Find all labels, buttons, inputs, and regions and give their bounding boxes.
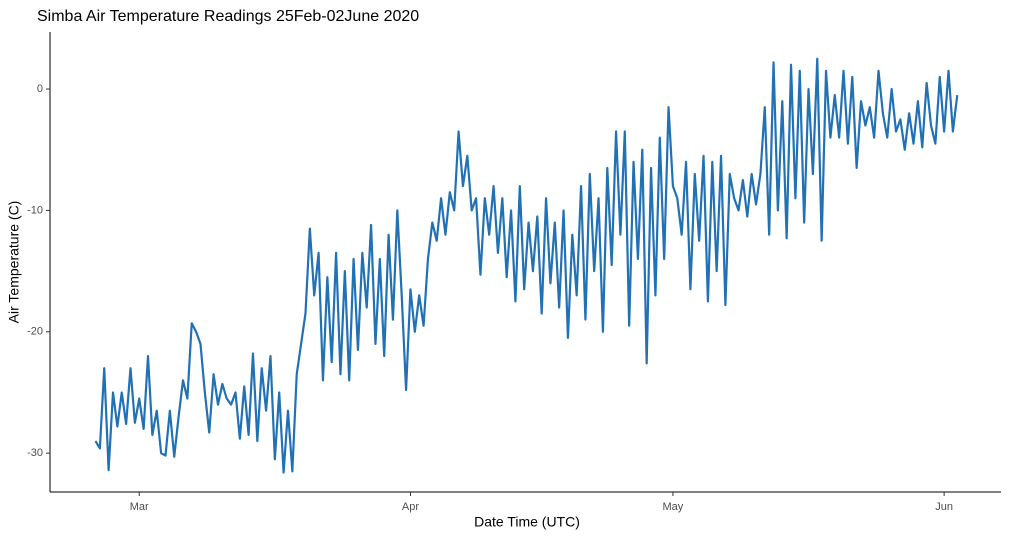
x-tick-label: Mar (130, 501, 149, 513)
data-line (94, 57, 959, 474)
y-axis-label: Air Temperature (C) (6, 201, 22, 324)
x-tick-label: Jun (935, 501, 953, 513)
y-tick-label: -10 (27, 204, 43, 216)
x-tick-label: Apr (402, 501, 419, 513)
chart-title: Simba Air Temperature Readings 25Feb-02J… (37, 8, 419, 25)
y-tick-label: -30 (27, 447, 43, 459)
y-tick-label: -20 (27, 326, 43, 338)
x-axis-label: Date Time (UTC) (474, 514, 580, 530)
x-tick-label: May (663, 501, 684, 513)
y-tick-label: 0 (37, 83, 43, 95)
